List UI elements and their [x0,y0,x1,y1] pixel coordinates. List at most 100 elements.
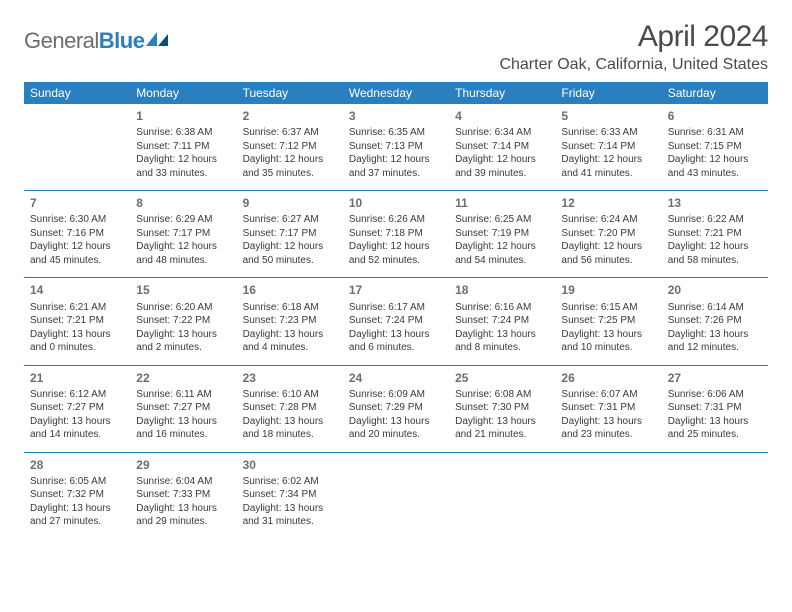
calendar-day-cell: 18 Sunrise: 6:16 AMSunset: 7:24 PMDayligh… [449,278,555,365]
daylight-text: and 56 minutes. [561,254,655,268]
calendar-week-row: 7 Sunrise: 6:30 AMSunset: 7:16 PM Daylight… [24,191,768,278]
daylight-text: and 48 minutes. [136,254,230,268]
daylight-text: Daylight: 13 hours [455,328,549,342]
calendar-day-cell: 14Sunrise: 6:21 AMSunset: 7:21 PMDayligh… [24,278,130,365]
sunrise-text: Sunrise: 6:20 AM [136,301,230,315]
day-number: 10 [349,195,443,211]
calendar-week-row: 1Sunrise: 6:38 AMSunset: 7:11 PMDaylight… [24,104,768,191]
calendar-day-cell: 23Sunrise: 6:10 AMSunset: 7:28 PMDayligh… [237,365,343,452]
daylight-text: and 50 minutes. [243,254,337,268]
day-number: 4 [455,108,549,124]
sunset-text: Sunset: 7:28 PM [243,401,337,415]
calendar-day-cell: 1Sunrise: 6:38 AMSunset: 7:11 PMDaylight… [130,104,236,191]
sunrise-text: Sunrise: 6:38 AM [136,126,230,140]
calendar-day-cell [662,452,768,539]
daylight-text: and 12 minutes. [668,341,762,355]
daylight-text: Daylight: 12 hours [349,153,443,167]
day-number: 2 [243,108,337,124]
day-header: Friday [555,82,661,104]
daylight-text: and 31 minutes. [243,515,337,529]
day-number: 23 [243,370,337,386]
sunrise-text: Sunrise: 6:33 AM [561,126,655,140]
day-number: 16 [243,282,337,298]
calendar-day-cell: 27Sunrise: 6:06 AMSunset: 7:31 PMDayligh… [662,365,768,452]
day-number: 7 [30,195,124,211]
sunrise-text: Sunrise: 6:02 AM [243,475,337,489]
sunrise-text: Sunrise: 6:25 AM [455,213,549,227]
calendar-day-cell: 4Sunrise: 6:34 AMSunset: 7:14 PMDaylight… [449,104,555,191]
daylight-text: and 29 minutes. [136,515,230,529]
daylight-text: and 33 minutes. [136,167,230,181]
logo-sail-icon [146,32,168,46]
daylight-text: Daylight: 13 hours [30,415,124,429]
day-number: 8 [136,195,230,211]
day-number: 17 [349,282,443,298]
calendar-day-cell: 3Sunrise: 6:35 AMSunset: 7:13 PMDaylight… [343,104,449,191]
daylight-text: and 14 minutes. [30,428,124,442]
daylight-text: and 25 minutes. [668,428,762,442]
calendar-day-cell: 12Sunrise: 6:24 AMSunset: 7:20 PMDayligh… [555,191,661,278]
day-number: 18 [455,282,549,298]
daylight-text: Daylight: 13 hours [455,415,549,429]
sunrise-text: Sunrise: 6:04 AM [136,475,230,489]
brand-word2: Blue [99,28,145,54]
sunset-text: Sunset: 7:14 PM [561,140,655,154]
sunset-text: Sunset: 7:17 PM [136,227,230,241]
title-block: April 2024 Charter Oak, California, Unit… [499,20,768,74]
sunset-text: Sunset: 7:12 PM [243,140,337,154]
sunset-text: Sunset: 7:24 PM [455,314,549,328]
calendar-day-cell: 13Sunrise: 6:22 AMSunset: 7:21 PMDayligh… [662,191,768,278]
sunrise-text: Sunrise: 6:06 AM [668,388,762,402]
day-header: Sunday [24,82,130,104]
daylight-text: Daylight: 13 hours [136,415,230,429]
daylight-text: Daylight: 13 hours [243,415,337,429]
calendar-day-cell [555,452,661,539]
calendar-day-cell: 19Sunrise: 6:15 AMSunset: 7:25 PMDayligh… [555,278,661,365]
daylight-text: Daylight: 13 hours [30,502,124,516]
daylight-text: and 18 minutes. [243,428,337,442]
sunrise-text: Sunrise: 6:21 AM [30,301,124,315]
daylight-text: Daylight: 13 hours [30,328,124,342]
daylight-text: and 43 minutes. [668,167,762,181]
calendar-day-cell [449,452,555,539]
sunset-text: Sunset: 7:16 PM [30,227,124,241]
sunrise-text: Sunrise: 6:16 AM [455,301,549,315]
calendar-day-cell: 21Sunrise: 6:12 AMSunset: 7:27 PMDayligh… [24,365,130,452]
daylight-text: Daylight: 12 hours [561,240,655,254]
calendar-day-cell: 5Sunrise: 6:33 AMSunset: 7:14 PMDaylight… [555,104,661,191]
daylight-text: Daylight: 12 hours [243,240,337,254]
sunrise-text: Sunrise: 6:30 AM [30,213,124,227]
daylight-text: Daylight: 12 hours [668,240,762,254]
calendar-day-cell: 9Sunrise: 6:27 AMSunset: 7:17 PMDaylight… [237,191,343,278]
daylight-text: and 10 minutes. [561,341,655,355]
day-header: Thursday [449,82,555,104]
sunset-text: Sunset: 7:26 PM [668,314,762,328]
sunrise-text: Sunrise: 6:31 AM [668,126,762,140]
day-number: 30 [243,457,337,473]
calendar-day-cell: 26Sunrise: 6:07 AMSunset: 7:31 PMDayligh… [555,365,661,452]
sunset-text: Sunset: 7:21 PM [668,227,762,241]
daylight-text: Daylight: 13 hours [668,415,762,429]
day-number: 9 [243,195,337,211]
daylight-text: and 39 minutes. [455,167,549,181]
sunset-text: Sunset: 7:13 PM [349,140,443,154]
daylight-text: and 23 minutes. [561,428,655,442]
sunrise-text: Sunrise: 6:11 AM [136,388,230,402]
daylight-text: and 20 minutes. [349,428,443,442]
sunrise-text: Sunrise: 6:26 AM [349,213,443,227]
sunrise-text: Sunrise: 6:15 AM [561,301,655,315]
sunset-text: Sunset: 7:25 PM [561,314,655,328]
day-number: 26 [561,370,655,386]
day-number: 24 [349,370,443,386]
day-number: 3 [349,108,443,124]
sunset-text: Sunset: 7:29 PM [349,401,443,415]
day-number: 14 [30,282,124,298]
calendar-week-row: 28Sunrise: 6:05 AMSunset: 7:32 PMDayligh… [24,452,768,539]
calendar-table: Sunday Monday Tuesday Wednesday Thursday… [24,82,768,539]
sunset-text: Sunset: 7:14 PM [455,140,549,154]
daylight-text: and 16 minutes. [136,428,230,442]
sunset-text: Sunset: 7:33 PM [136,488,230,502]
sunset-text: Sunset: 7:15 PM [668,140,762,154]
day-number: 11 [455,195,549,211]
sunset-text: Sunset: 7:31 PM [668,401,762,415]
